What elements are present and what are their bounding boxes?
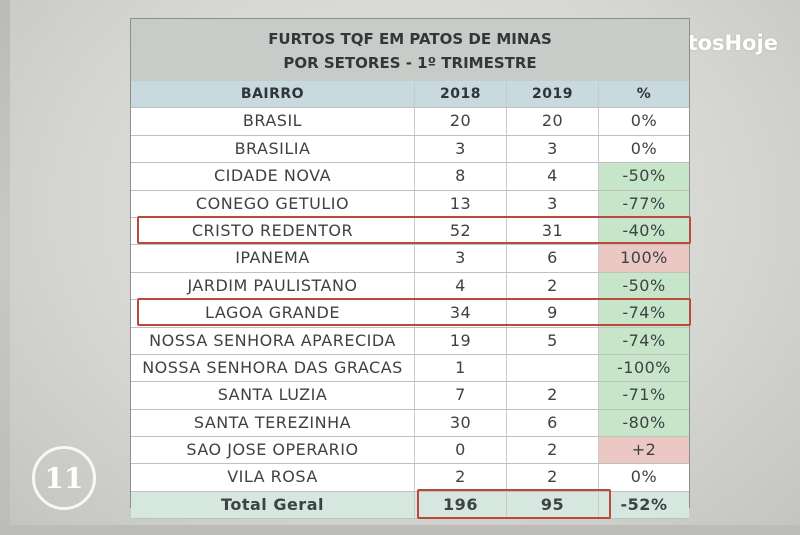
cell-2019 bbox=[507, 354, 599, 382]
table-row: NOSSA SENHORA DAS GRACAS 1 -100% bbox=[131, 354, 689, 383]
cell-bairro: BRASILIA bbox=[131, 135, 415, 163]
table-row: BRASIL 20 20 0% bbox=[131, 108, 689, 136]
cell-pct: -40% bbox=[599, 217, 689, 245]
cell-bairro: SANTA TEREZINHA bbox=[131, 409, 415, 437]
cell-bairro: VILA ROSA bbox=[131, 464, 415, 491]
header-pct: % bbox=[599, 81, 689, 108]
cell-2019: 4 bbox=[507, 163, 599, 190]
table-row: CRISTO REDENTOR 52 31 -40% bbox=[131, 217, 689, 246]
anniversary-seal: 11 bbox=[32, 446, 96, 510]
cell-2019: 2 bbox=[507, 272, 599, 300]
cell-bairro: NOSSA SENHORA APARECIDA bbox=[131, 327, 415, 354]
cell-pct: 0% bbox=[630, 111, 658, 131]
cell-2018: 52 bbox=[415, 217, 507, 245]
title-line-1: FURTOS TQF EM PATOS DE MINAS bbox=[268, 30, 552, 48]
header-2018: 2018 bbox=[415, 81, 507, 108]
header-row: BAIRRO 2018 2019 % bbox=[131, 81, 689, 109]
total-pct: -52% bbox=[599, 491, 689, 519]
cell-2018: 8 bbox=[415, 163, 507, 190]
cell-2019: 2 bbox=[507, 437, 599, 464]
cell-bairro: SAO JOSE OPERARIO bbox=[131, 437, 415, 464]
cell-2019: 9 bbox=[507, 300, 599, 327]
table-row: CIDADE NOVA 8 4 -50% bbox=[131, 163, 689, 191]
highlight-box bbox=[137, 216, 691, 244]
table-row: SAO JOSE OPERARIO 0 2 +2 bbox=[131, 437, 689, 465]
header-bairro: BAIRRO bbox=[131, 81, 415, 108]
cell-bairro: NOSSA SENHORA DAS GRACAS bbox=[131, 354, 415, 382]
cell-2018: 1 bbox=[415, 354, 507, 382]
cell-bairro: BRASIL bbox=[131, 108, 415, 135]
cell-pct: -50% bbox=[599, 272, 689, 300]
table-title: FURTOS TQF EM PATOS DE MINAS POR SETORES… bbox=[131, 19, 689, 82]
total-label: Total Geral bbox=[131, 491, 415, 519]
cell-bairro: SANTA LUZIA bbox=[131, 382, 415, 409]
cell-2018: 19 bbox=[415, 327, 507, 354]
cell-2019: 5 bbox=[507, 327, 599, 354]
cell-bairro: CIDADE NOVA bbox=[131, 163, 415, 190]
cell-2018: 0 bbox=[415, 437, 507, 464]
cell-pct: -80% bbox=[599, 409, 689, 437]
cell-bairro: JARDIM PAULISTANO bbox=[131, 272, 415, 300]
cell-pct: -71% bbox=[599, 382, 689, 409]
cell-2019: 20 bbox=[507, 108, 599, 135]
table-row: SANTA LUZIA 7 2 -71% bbox=[131, 382, 689, 410]
table-row: IPANEMA 3 6 100% bbox=[131, 245, 689, 273]
total-row: Total Geral 196 95 -52% bbox=[131, 491, 689, 520]
cell-bairro: IPANEMA bbox=[131, 245, 415, 272]
cell-pct: -100% bbox=[599, 354, 689, 382]
highlight-box bbox=[137, 298, 691, 327]
cell-2018: 20 bbox=[415, 108, 507, 135]
table-row: BRASILIA 3 3 0% bbox=[131, 135, 689, 164]
cell-2018: 2 bbox=[415, 464, 507, 491]
total-2019: 95 bbox=[507, 491, 599, 519]
cell-pct: 0% bbox=[630, 467, 658, 487]
table-grid: BAIRRO 2018 2019 % BRASIL 20 20 0% BRASILIA 3… bbox=[131, 81, 691, 520]
table-row: SANTA TEREZINHA 30 6 -80% bbox=[131, 409, 689, 438]
cell-bairro: CONEGO GETULIO bbox=[131, 190, 415, 217]
theft-table: FURTOS TQF EM PATOS DE MINAS POR SETORES… bbox=[130, 18, 691, 520]
cell-2018: 3 bbox=[415, 245, 507, 272]
cell-bairro: LAGOA GRANDE bbox=[131, 300, 415, 327]
cell-2019: 6 bbox=[507, 409, 599, 437]
cell-2019: 6 bbox=[507, 245, 599, 272]
cell-2018: 3 bbox=[415, 135, 507, 163]
cell-pct: -74% bbox=[599, 300, 689, 327]
cell-2018: 34 bbox=[415, 300, 507, 327]
cell-2019: 2 bbox=[507, 382, 599, 409]
cell-pct: -77% bbox=[599, 190, 689, 217]
cell-2019: 3 bbox=[507, 190, 599, 217]
cell-2018: 30 bbox=[415, 409, 507, 437]
cell-pct: 0% bbox=[630, 138, 658, 158]
cell-pct: -74% bbox=[599, 327, 689, 354]
total-highlight-box bbox=[417, 489, 611, 519]
cell-2019: 2 bbox=[507, 464, 599, 491]
cell-2019: 3 bbox=[507, 135, 599, 163]
cell-2018: 7 bbox=[415, 382, 507, 409]
cell-2019: 31 bbox=[507, 217, 599, 245]
table-row: CONEGO GETULIO 13 3 -77% bbox=[131, 190, 689, 218]
cell-2018: 4 bbox=[415, 272, 507, 300]
cell-2018: 13 bbox=[415, 190, 507, 217]
cell-pct: +2 bbox=[599, 437, 689, 464]
header-2019: 2019 bbox=[507, 81, 599, 108]
total-2018: 196 bbox=[415, 491, 507, 519]
table-row: LAGOA GRANDE 34 9 -74% bbox=[131, 300, 689, 328]
cell-pct: 100% bbox=[599, 245, 689, 272]
cell-bairro: CRISTO REDENTOR bbox=[131, 217, 415, 245]
seal-text: 11 bbox=[44, 461, 84, 495]
cell-pct: -50% bbox=[599, 163, 689, 190]
table-row: JARDIM PAULISTANO 4 2 -50% bbox=[131, 272, 689, 301]
table-row: NOSSA SENHORA APARECIDA 19 5 -74% bbox=[131, 327, 689, 355]
title-line-2: POR SETORES - 1º TRIMESTRE bbox=[283, 54, 537, 72]
table-row: VILA ROSA 2 2 0% bbox=[131, 464, 689, 492]
